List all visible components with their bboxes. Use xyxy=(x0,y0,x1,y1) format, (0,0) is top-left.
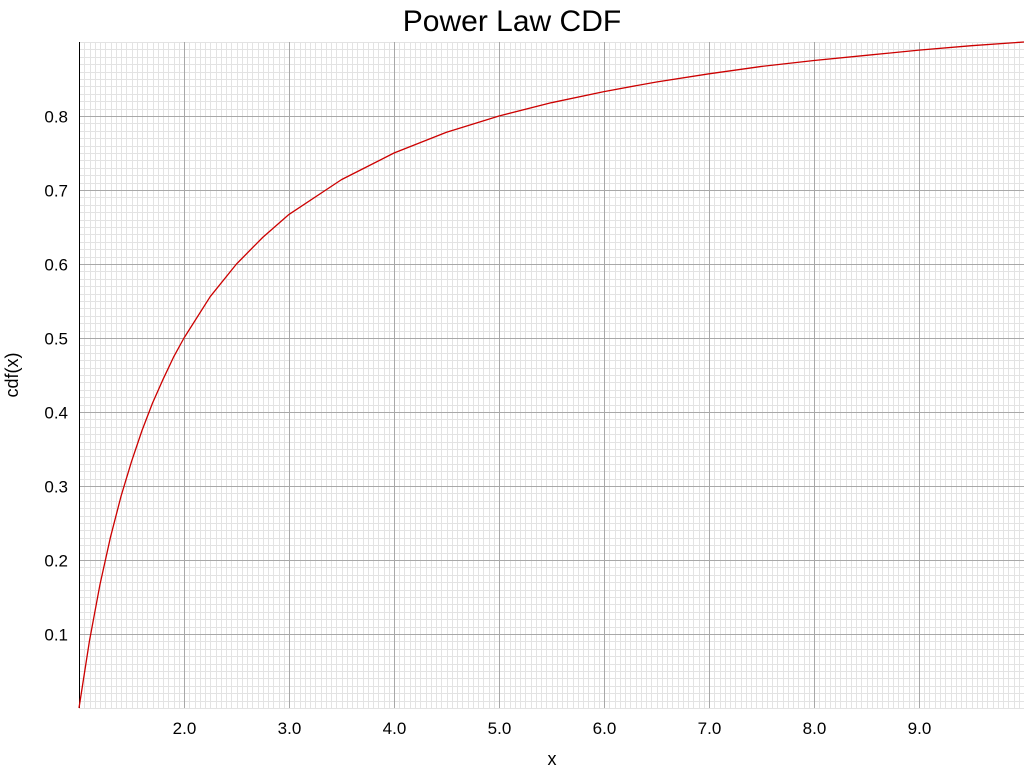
x-tick-label: 8.0 xyxy=(803,719,827,738)
y-tick-label: 0.4 xyxy=(44,404,68,423)
x-tick-label: 9.0 xyxy=(908,719,932,738)
y-tick-label: 0.7 xyxy=(44,182,68,201)
y-axis-label: cdf(x) xyxy=(2,353,22,398)
minor-grid xyxy=(79,42,1024,709)
x-tick-label: 4.0 xyxy=(383,719,407,738)
y-tick-labels: 0.1 0.2 0.3 0.4 0.5 0.6 0.7 0.8 xyxy=(44,108,68,645)
x-tick-label: 7.0 xyxy=(698,719,722,738)
series-layer xyxy=(78,41,1024,709)
x-tick-labels: 2.0 3.0 4.0 5.0 6.0 7.0 8.0 9.0 xyxy=(173,719,932,738)
x-tick-label: 3.0 xyxy=(278,719,302,738)
x-axis-label: x xyxy=(548,749,557,768)
x-tick-label: 5.0 xyxy=(488,719,512,738)
y-tick-label: 0.3 xyxy=(44,478,68,497)
chart-title: Power Law CDF xyxy=(403,5,621,38)
y-tick-label: 0.1 xyxy=(44,626,68,645)
x-tick-label: 2.0 xyxy=(173,719,197,738)
y-tick-label: 0.8 xyxy=(44,108,68,127)
y-tick-label: 0.5 xyxy=(44,330,68,349)
x-tick-label: 6.0 xyxy=(593,719,617,738)
major-grid xyxy=(79,42,1024,708)
y-tick-label: 0.2 xyxy=(44,552,68,571)
y-tick-label: 0.6 xyxy=(44,256,68,275)
cdf-curve xyxy=(78,41,1024,709)
